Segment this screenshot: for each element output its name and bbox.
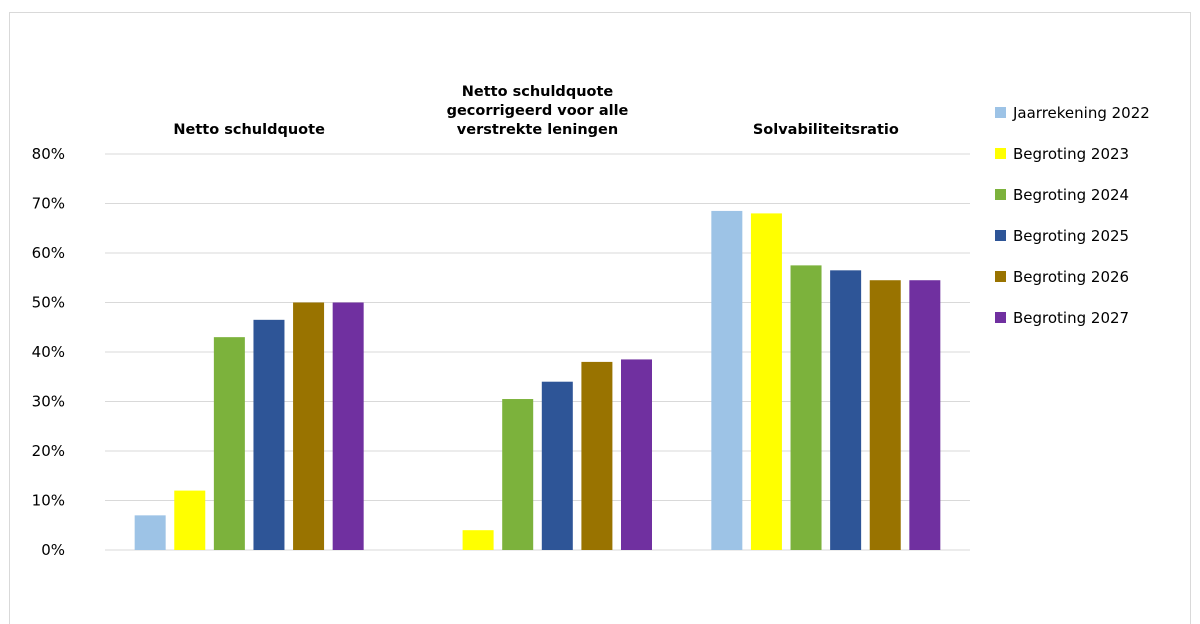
legend-label: Begroting 2027 — [1013, 309, 1129, 327]
bar — [541, 381, 573, 550]
category-label: Netto schuldquote — [462, 84, 614, 100]
y-tick-label: 10% — [32, 492, 65, 510]
y-tick-label: 30% — [32, 393, 65, 411]
y-tick-label: 70% — [32, 195, 65, 213]
category-label: Netto schuldquote — [173, 122, 325, 138]
bar — [581, 361, 613, 550]
bar — [711, 210, 743, 551]
bar — [293, 302, 325, 550]
legend-label: Begroting 2025 — [1013, 227, 1129, 245]
bar — [502, 399, 534, 550]
legend-swatch — [995, 230, 1006, 241]
y-tick-label: 60% — [32, 244, 65, 262]
y-tick-label: 50% — [32, 294, 65, 312]
category-label: Solvabiliteitsratio — [753, 122, 899, 138]
category-label: gecorrigeerd voor alle — [447, 103, 629, 119]
category-label: verstrekte leningen — [457, 122, 618, 138]
legend-swatch — [995, 271, 1006, 282]
bar — [174, 490, 206, 550]
bar — [134, 515, 166, 550]
y-tick-label: 20% — [32, 442, 65, 460]
bar — [790, 265, 822, 550]
bar — [909, 280, 941, 550]
y-tick-label: 80% — [32, 145, 65, 163]
y-tick-label: 0% — [41, 541, 65, 559]
legend-label: Begroting 2023 — [1013, 145, 1129, 163]
y-tick-label: 40% — [32, 343, 65, 361]
legend-swatch — [995, 107, 1006, 118]
legend-label: Jaarrekening 2022 — [1012, 104, 1150, 122]
bar — [830, 270, 862, 550]
bar — [253, 319, 285, 550]
bar — [750, 213, 782, 550]
bar — [462, 530, 494, 550]
bar — [621, 359, 652, 550]
legend-swatch — [995, 189, 1006, 200]
bar — [213, 337, 245, 550]
bar — [332, 302, 364, 550]
legend-label: Begroting 2026 — [1013, 268, 1129, 286]
bar — [869, 280, 901, 550]
legend-label: Begroting 2024 — [1013, 186, 1129, 204]
legend-swatch — [995, 148, 1006, 159]
legend-swatch — [995, 312, 1006, 323]
